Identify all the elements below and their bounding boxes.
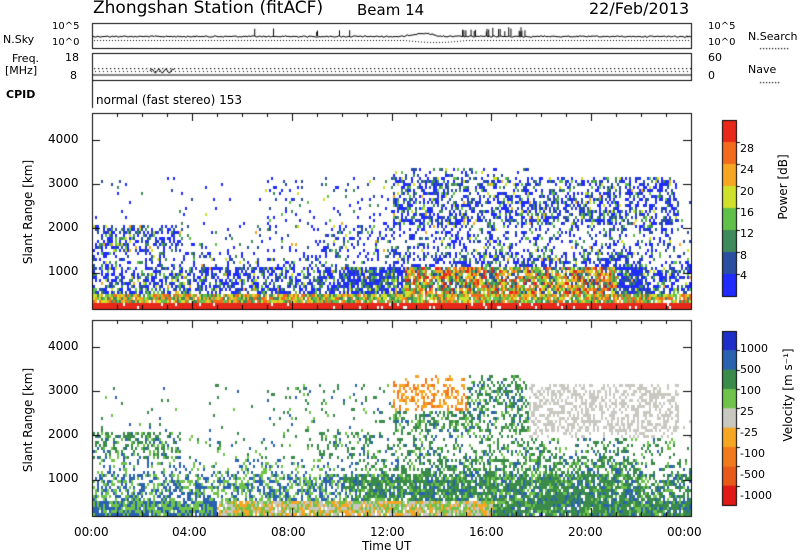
freq-tick-top: 18	[65, 51, 79, 64]
velocity-cb-tick-3: 25	[740, 405, 754, 418]
cpid-text: normal (fast stereo) 153	[96, 93, 243, 107]
velocity-ylabel: Slant Range [km]	[21, 367, 35, 473]
velocity-ytick-2000: 2000	[48, 427, 79, 441]
station-title: Zhongshan Station (fitACF)	[93, 0, 324, 18]
xtick-0000-end: 00:00	[667, 525, 702, 539]
xtick-0800: 08:00	[271, 525, 306, 539]
freq-tick-bottom: 8	[70, 69, 77, 82]
xtick-0000: 00:00	[74, 525, 109, 539]
nsearch-tick-bottom: 10^0	[708, 37, 736, 48]
date-title: 22/Feb/2013	[589, 0, 690, 18]
velocity-cb-tick-1: 500	[740, 363, 761, 376]
xlabel: Time UT	[362, 539, 412, 553]
velocity-cb-tick-0: 1000	[740, 342, 768, 355]
power-colorbar-title: Power [dB]	[776, 154, 790, 220]
power-cb-tick-28: 28	[740, 142, 754, 155]
xtick-1200: 12:00	[370, 525, 405, 539]
nave-tick-top: 60	[708, 51, 722, 64]
velocity-cb-tick-2: 100	[740, 384, 761, 397]
power-ytick-2000: 2000	[48, 220, 79, 234]
freq-unit-label: [MHz]	[5, 64, 38, 77]
velocity-cb-tick-7: -1000	[740, 489, 772, 502]
nsky-label: N.Sky	[3, 33, 35, 46]
power-ytick-1000: 1000	[48, 264, 79, 278]
power-cb-tick-24: 24	[740, 163, 754, 176]
velocity-ytick-3000: 3000	[48, 383, 79, 397]
velocity-cb-tick-5: -100	[740, 447, 765, 460]
xtick-2000: 20:00	[568, 525, 603, 539]
beam-title: Beam 14	[357, 1, 425, 19]
nsky-tick-bottom: 10^0	[52, 37, 80, 48]
cpid-label: CPID	[6, 88, 36, 101]
nave-label: Nave	[748, 63, 777, 76]
power-ylabel: Slant Range [km]	[21, 159, 35, 265]
xtick-0400: 04:00	[172, 525, 207, 539]
velocity-cb-tick-6: -500	[740, 468, 765, 481]
power-cb-tick-16: 16	[740, 206, 754, 219]
power-ytick-4000: 4000	[48, 132, 79, 146]
velocity-ytick-4000: 4000	[48, 339, 79, 353]
nsearch-label: N.Search	[748, 30, 798, 43]
power-cb-tick-8: 8	[740, 249, 747, 262]
velocity-cb-tick-4: -25	[740, 426, 758, 439]
velocity-colorbar-title: Velocity [m s⁻¹]	[781, 348, 795, 442]
freq-label: Freq.	[12, 52, 40, 65]
nsearch-tick-top: 10^5	[708, 21, 736, 32]
power-cb-tick-20: 20	[740, 185, 754, 198]
power-cb-tick-12: 12	[740, 227, 754, 240]
xtick-1600: 16:00	[469, 525, 504, 539]
power-cb-tick-4: 4	[740, 269, 747, 282]
power-ytick-3000: 3000	[48, 176, 79, 190]
nsky-tick-top: 10^5	[52, 21, 80, 32]
velocity-ytick-1000: 1000	[48, 471, 79, 485]
nave-tick-bottom: 0	[708, 69, 715, 82]
